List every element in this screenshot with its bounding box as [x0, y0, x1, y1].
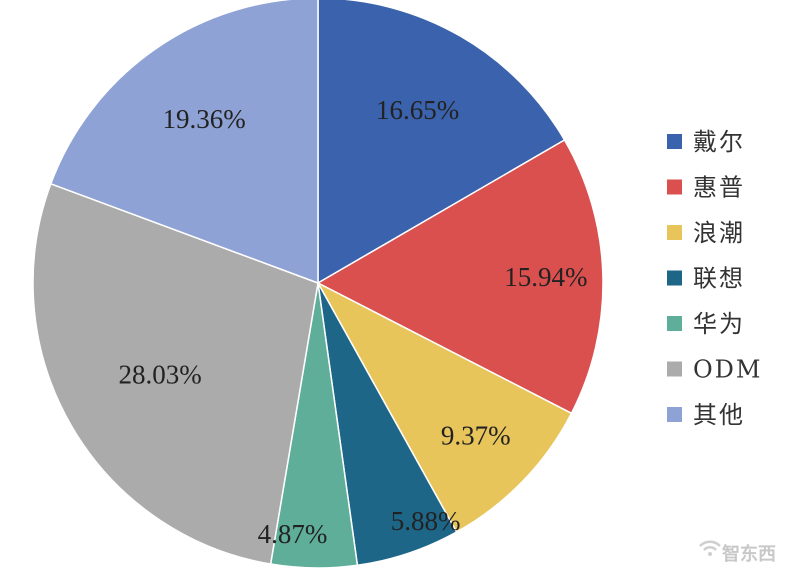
- slice-label-4: 5.88%: [391, 506, 461, 536]
- legend-label-2: 惠普: [693, 174, 745, 202]
- legend-label-6: ODM: [693, 356, 763, 384]
- legend-label-4: 联想: [693, 265, 745, 293]
- pie-slice-6: [32, 182, 319, 565]
- legend-label-5: 华为: [693, 310, 745, 338]
- legend-swatch-4: [667, 270, 682, 286]
- slice-label-2: 15.94%: [504, 262, 587, 292]
- pie-slice-7: [49, 0, 319, 285]
- legend-swatch-3: [667, 225, 682, 240]
- pie-slices: [32, 0, 604, 569]
- slice-label-5: 4.87%: [258, 519, 328, 549]
- watermark-logo: 智东西: [699, 540, 776, 565]
- legend-swatch-7: [667, 407, 682, 422]
- slice-label-7: 19.36%: [162, 104, 245, 134]
- legend-label-3: 浪潮: [693, 219, 745, 247]
- pie-slice-1: [317, 0, 566, 285]
- legend-label-1: 戴尔: [693, 128, 745, 156]
- slice-label-3: 9.37%: [441, 421, 511, 451]
- legend-swatch-2: [667, 179, 682, 195]
- pie-slice-2: [316, 138, 604, 415]
- slice-label-1: 16.65%: [376, 95, 459, 125]
- watermark-text: 智东西: [722, 543, 776, 565]
- wifi-icon: [699, 540, 721, 556]
- pie-slice-3: [316, 281, 573, 534]
- legend-swatch-5: [667, 316, 682, 331]
- legend-swatch-6: [667, 361, 682, 377]
- pie-data-labels: 16.65% 15.94% 9.37% 5.88% 4.87% 28.03% 19.36%: [118, 95, 587, 549]
- legend-swatch-1: [667, 134, 682, 149]
- slice-label-6: 28.03%: [118, 359, 201, 389]
- legend-label-7: 其他: [693, 401, 745, 429]
